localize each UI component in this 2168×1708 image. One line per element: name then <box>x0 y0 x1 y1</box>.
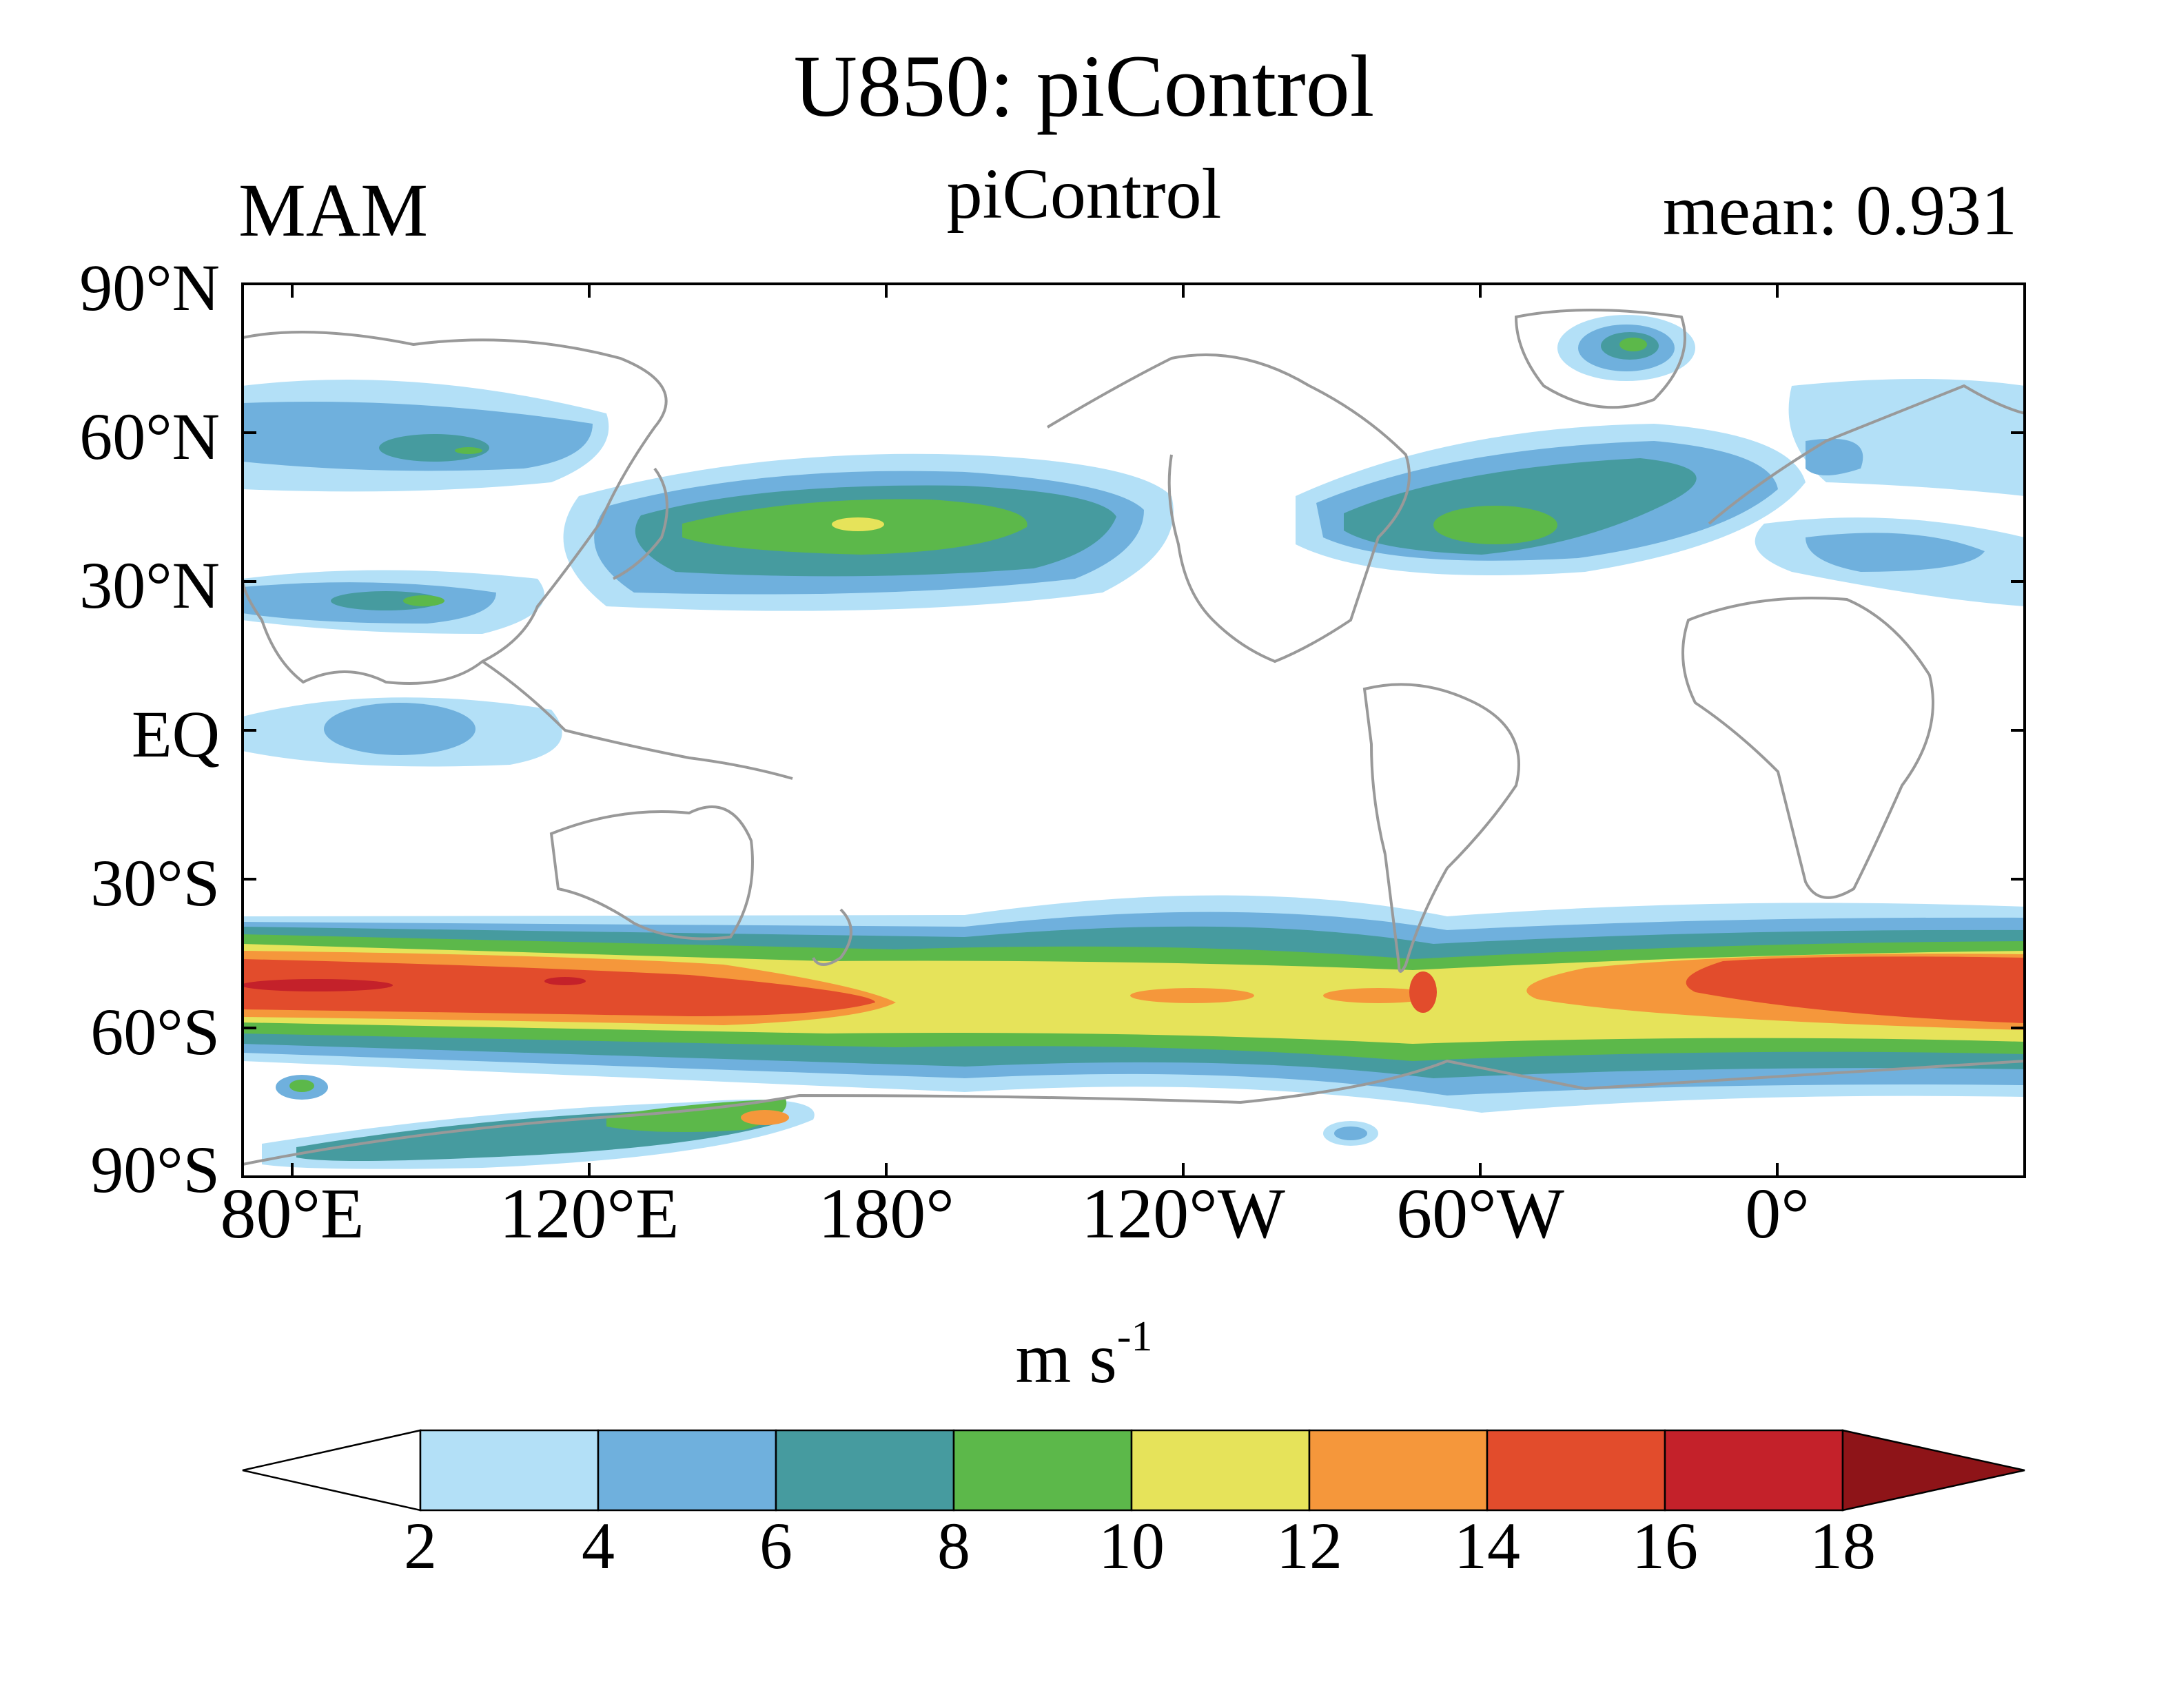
map-title: U850: piControl <box>793 37 1375 135</box>
colorbar-bin-16-18 <box>1664 1429 1844 1512</box>
coast-europe <box>1708 384 2025 525</box>
colorbar-tick-10: 10 <box>1098 1509 1165 1583</box>
sh-jet-14-atl <box>1686 956 2025 1023</box>
na-jet-8 <box>1433 506 1557 544</box>
y-label-60s: 60°S <box>90 995 220 1069</box>
mean-label: mean: 0.931 <box>1662 171 2017 250</box>
units-exponent: -1 <box>1116 1313 1153 1360</box>
y-label-30n: 30°N <box>79 548 220 622</box>
colorbar-tick-14: 14 <box>1454 1509 1520 1583</box>
colorbar-tick-6: 6 <box>759 1509 792 1583</box>
colorbar-tick-12: 12 <box>1276 1509 1342 1583</box>
antarctic-spot-8 <box>289 1080 314 1092</box>
sh-jet-12-pac2 <box>1323 988 1433 1003</box>
coast-japan <box>613 467 668 580</box>
x-label-60w: 60°W <box>1396 1174 1564 1253</box>
colorbar <box>242 1429 2025 1512</box>
colorbar-bin-8-10 <box>952 1429 1133 1512</box>
colorbar-bin-2-4 <box>419 1429 600 1512</box>
coastlines <box>243 309 2025 1166</box>
sh-jet-14 <box>243 959 875 1016</box>
colorbar-units: m s-1 <box>0 1313 2168 1399</box>
coast-north-america <box>1046 353 1411 663</box>
europe-jet-4 <box>1806 438 1863 475</box>
x-label-120w: 120°W <box>1081 1174 1285 1253</box>
coast-australia <box>549 805 754 940</box>
colorbar-tick-2: 2 <box>404 1509 437 1583</box>
colorbar-bin-12-14 <box>1308 1429 1489 1512</box>
antarctic-band-8 <box>606 1099 787 1133</box>
colorbar-bin-10-12 <box>1130 1429 1311 1512</box>
colorbar-over-triangle <box>1841 1429 2025 1512</box>
med-jet-4 <box>1806 533 1985 572</box>
x-label-180: 180° <box>818 1174 954 1253</box>
y-label-60n: 60°N <box>79 400 220 473</box>
np-jet-10 <box>832 517 884 531</box>
colorbar-tick-18: 18 <box>1810 1509 1876 1583</box>
y-label-90n: 90°N <box>79 251 220 325</box>
season-label: MAM <box>238 168 429 252</box>
coast-se-asia <box>481 660 793 780</box>
siberia-8 <box>455 447 482 454</box>
india-ocean-4 <box>324 703 475 755</box>
sh-jet-16 <box>243 979 393 991</box>
x-label-80e: 80°E <box>220 1174 365 1253</box>
wind-speed-field <box>243 284 2025 1177</box>
colorbar-bin-6-8 <box>775 1429 955 1512</box>
coast-africa <box>1681 597 1934 899</box>
colorbar-under-triangle <box>242 1429 422 1512</box>
units-main: m s <box>1015 1319 1117 1398</box>
colorbar-tick-16: 16 <box>1632 1509 1698 1583</box>
drake-passage-14 <box>1409 971 1437 1013</box>
y-label-90s: 90°S <box>90 1133 220 1206</box>
colorbar-bin-4-6 <box>597 1429 777 1512</box>
y-label-30s: 30°S <box>90 846 220 920</box>
coast-new-zealand <box>812 908 852 966</box>
y-label-eq: EQ <box>132 697 220 771</box>
siberia-6 <box>379 434 489 462</box>
map-subtitle: piControl <box>946 154 1222 234</box>
coast-greenland <box>1514 309 1686 409</box>
sh-jet-16b <box>544 977 586 985</box>
sh-jet-12-pac1 <box>1130 988 1254 1003</box>
colorbar-bin-14-16 <box>1486 1429 1666 1512</box>
coast-antarctica <box>243 1059 2025 1166</box>
x-label-120e: 120°E <box>499 1174 679 1253</box>
tibet-6 <box>331 591 441 610</box>
colorbar-tick-4: 4 <box>582 1509 615 1583</box>
coast-south-america <box>1362 683 1520 973</box>
europe-jet-2 <box>1788 379 2025 496</box>
tibet-8 <box>403 595 444 606</box>
na-jet-6 <box>1344 458 1697 555</box>
colorbar-tick-8: 8 <box>937 1509 970 1583</box>
greenland-8 <box>1619 338 1647 351</box>
x-label-0: 0° <box>1745 1174 1810 1253</box>
axis-ticks <box>243 282 2025 1177</box>
antarctic-spot-4b <box>1334 1126 1367 1140</box>
coast-asia <box>243 331 668 685</box>
antarctic-band-12 <box>741 1110 789 1125</box>
